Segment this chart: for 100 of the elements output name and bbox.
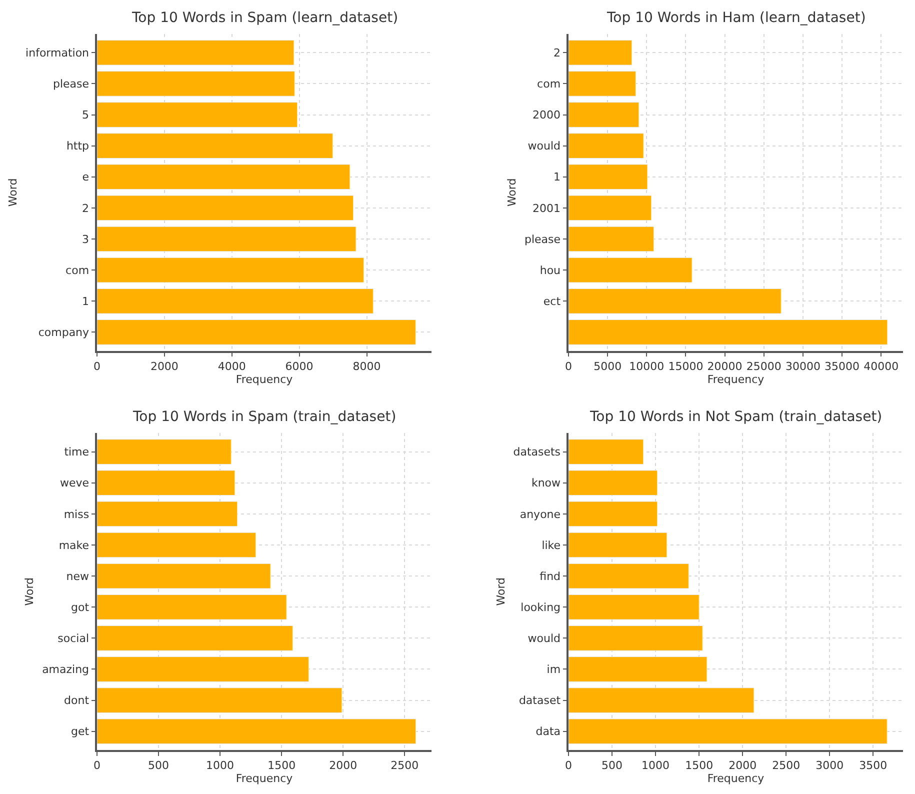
bar [568,626,703,651]
y-tick-label: new [66,570,90,583]
bar [97,439,232,464]
bar [568,439,644,464]
y-axis-title: Word [6,178,20,207]
y-tick-label: 5 [82,108,90,122]
bar [97,501,238,527]
y-axis-title: Word [494,577,508,606]
y-tick-label: 2001 [532,202,561,215]
x-axis-title: Frequency [236,772,294,785]
y-tick-label: http [66,140,90,153]
bar [97,133,333,158]
y-tick-label: datasets [513,446,561,459]
y-tick-label: know [531,476,561,490]
bar [568,102,640,128]
y-tick-label: 1 [554,170,561,184]
x-tick-label: 0 [94,360,100,373]
bar [97,195,354,221]
bar [568,532,668,558]
chart-title: Top 10 Words in Ham (learn_dataset) [606,10,866,26]
x-tick-label: 3000 [816,758,844,772]
y-tick-label: dataset [518,694,562,708]
bar [97,320,416,345]
x-tick-label: 2000 [150,360,178,373]
bar [97,257,364,283]
bar [568,226,654,252]
y-tick-label: get [70,725,90,738]
bar [97,164,350,190]
y-axis-title: Word [23,577,36,606]
x-tick-label: 30000 [785,360,820,373]
x-tick-label: 40000 [864,360,899,373]
bar [568,718,888,744]
y-axis-title: Word [506,178,519,207]
bar [97,718,416,744]
bar [568,40,632,66]
bar [97,563,271,589]
bar [568,71,636,96]
x-tick-label: 1000 [206,758,234,772]
y-tick-label: make [58,538,90,552]
y-tick-label: find [540,570,561,583]
y-tick-label: ect [543,294,562,308]
y-tick-label: amazing [42,663,90,676]
y-tick-label: 1 [82,294,90,308]
bar [97,656,309,682]
x-tick-label: 5000 [594,360,622,373]
x-tick-label: 2000 [728,758,757,772]
y-tick-label: anyone [520,508,561,521]
bar [568,656,708,682]
y-tick-label: 3 [82,232,90,246]
y-tick-label: time [64,446,90,459]
bar [568,195,652,221]
x-axis-title: Frequency [707,772,765,785]
y-tick-label: 2 [554,46,561,60]
x-tick-label: 8000 [352,360,381,373]
bar [568,470,658,496]
y-tick-label: would [528,632,561,646]
x-tick-label: 2500 [390,758,419,772]
bar [568,320,888,345]
y-tick-label: looking [520,600,561,614]
bar [97,470,236,496]
y-tick-label: com [66,264,90,277]
x-tick-label: 2500 [772,758,800,772]
bar [568,257,692,283]
y-tick-label: company [38,326,90,340]
y-tick-label: information [26,46,90,60]
x-tick-label: 500 [602,758,623,772]
y-tick-label: please [524,232,561,246]
x-tick-label: 1500 [685,758,714,772]
bar [568,133,644,158]
bar [568,688,754,713]
bar [568,563,689,589]
bar [568,164,648,190]
x-tick-label: 1000 [642,758,670,772]
y-tick-label: miss [64,508,90,521]
y-tick-label: dont [64,694,90,708]
bar [568,501,658,527]
y-tick-label: im [546,663,561,676]
y-tick-label: like [542,538,561,552]
y-tick-label: 2000 [532,108,561,122]
y-tick-label: 2 [82,202,90,215]
x-axis-title: Frequency [236,372,294,386]
bar [97,40,294,66]
bar [97,594,287,620]
x-tick-label: 2000 [329,758,358,772]
y-tick-label: would [528,140,561,153]
y-tick-label: social [58,632,90,646]
y-tick-label: please [53,78,90,91]
chart-title: Top 10 Words in Spam (learn_dataset) [131,10,398,26]
x-tick-label: 1500 [268,758,296,772]
x-tick-label: 0 [565,360,572,373]
bar [97,688,342,713]
bar [97,626,293,651]
bar [568,594,700,620]
y-tick-label: com [537,78,561,91]
chart-title: Top 10 Words in Not Spam (train_dataset) [589,409,882,425]
bar [97,71,295,96]
y-tick-label: data [536,725,561,738]
x-axis-title: Frequency [707,372,765,386]
x-tick-label: 3500 [859,758,888,772]
x-tick-label: 0 [94,758,100,772]
